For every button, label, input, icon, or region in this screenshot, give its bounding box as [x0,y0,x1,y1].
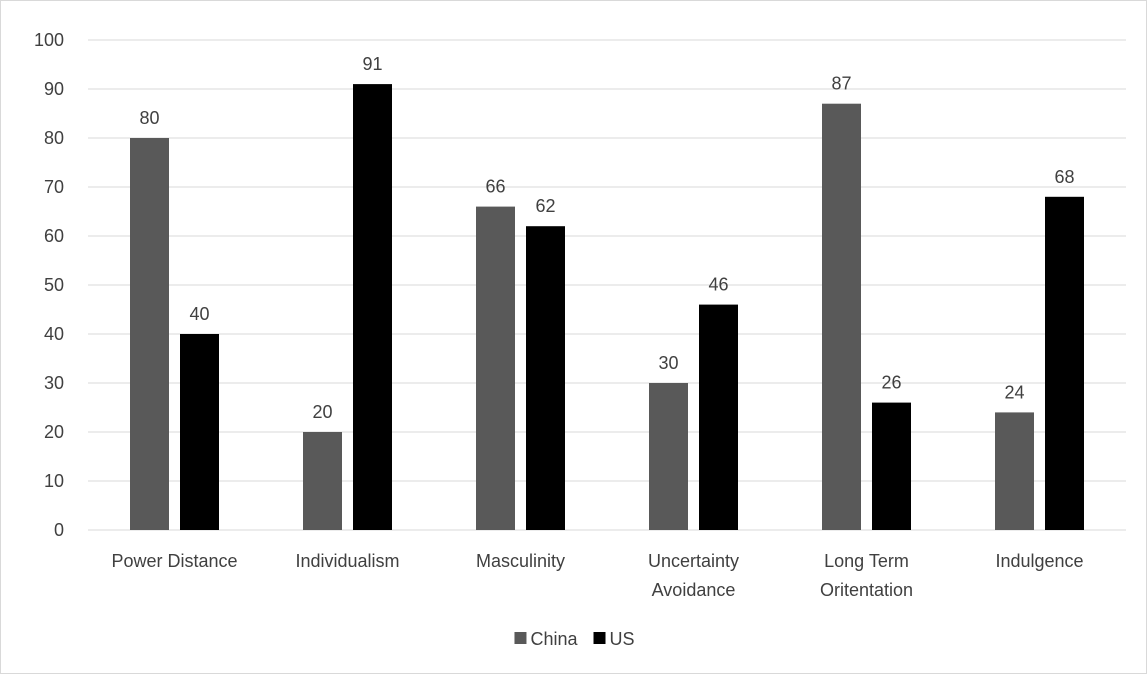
bar-us [180,334,219,530]
legend-label-us: US [610,629,635,649]
gridlines [88,39,1126,531]
data-label: 40 [189,304,209,324]
x-category-label: Power Distance [111,551,237,571]
data-label: 46 [708,275,728,295]
legend: China US [514,629,635,649]
data-label: 62 [535,196,555,216]
y-tick-label: 10 [44,471,64,491]
data-label: 30 [658,353,678,373]
legend-items: China US [514,629,635,649]
x-category-label: Indulgence [995,551,1083,571]
bar-china [649,383,688,530]
data-label: 87 [831,74,851,94]
y-tick-label: 0 [54,520,64,540]
y-tick-label: 90 [44,79,64,99]
bar-us [353,84,392,530]
data-label: 68 [1054,167,1074,187]
y-tick-label: 80 [44,128,64,148]
data-label: 66 [485,177,505,197]
y-tick-label: 20 [44,422,64,442]
bar-china [476,206,515,530]
bar-china [822,103,861,530]
x-category-label: Oritentation [820,580,913,600]
y-tick-label: 30 [44,373,64,393]
y-axis: 0 10 20 30 40 50 60 70 80 90 100 [34,30,64,540]
bar-us [526,226,565,530]
bars [130,84,1084,531]
data-label: 26 [881,373,901,393]
x-category-label: Avoidance [652,580,736,600]
y-tick-label: 60 [44,226,64,246]
legend-swatch-china [514,632,527,644]
bar-us [1045,196,1084,531]
x-category-label: Uncertainty [648,551,739,571]
bar-us [872,402,911,530]
legend-label-china: China [530,629,578,649]
y-tick-label: 70 [44,177,64,197]
data-label: 91 [362,54,382,74]
data-label: 20 [312,402,332,422]
x-category-label: Masculinity [476,551,565,571]
bar-china [995,412,1034,530]
y-tick-label: 50 [44,275,64,295]
y-tick-label: 40 [44,324,64,344]
data-label: 24 [1004,382,1024,402]
data-labels: 80 40 20 91 66 62 30 46 87 26 24 68 [139,54,1074,422]
x-category-label: Long Term [824,551,909,571]
y-tick-label: 100 [34,30,64,50]
legend-swatch-us [593,632,606,644]
data-label: 80 [139,108,159,128]
x-category-label: Individualism [295,551,399,571]
x-axis: Power Distance Individualism Masculinity Un… [111,551,1083,600]
bar-us [699,304,738,530]
bar-china [130,138,169,530]
bar-china [303,432,342,530]
